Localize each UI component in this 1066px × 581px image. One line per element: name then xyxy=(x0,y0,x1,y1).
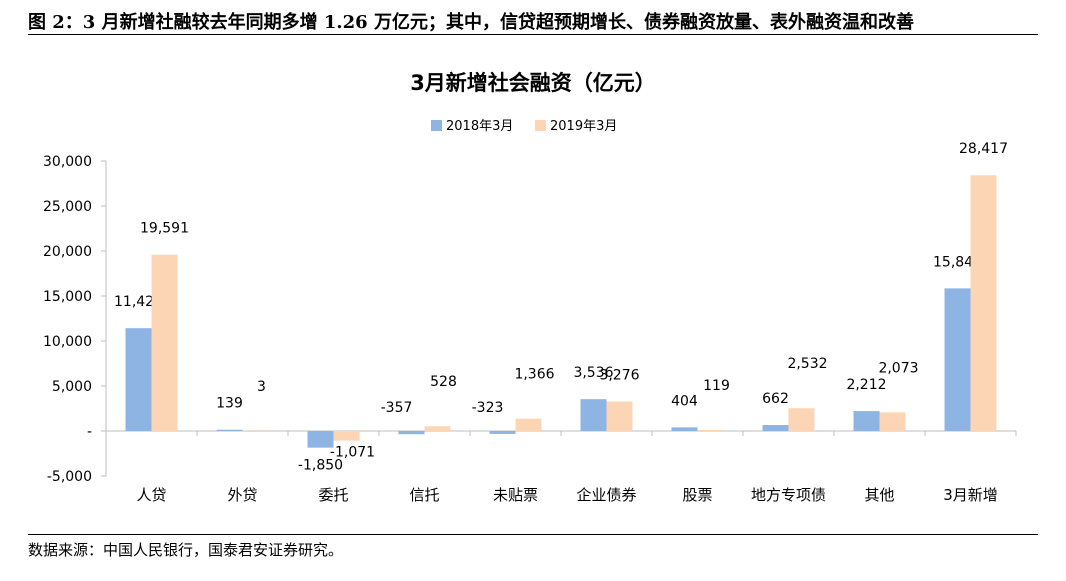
data-label-2019: 19,591 xyxy=(140,221,189,237)
bar-2019 xyxy=(424,426,451,431)
legend: 2018年3月 2019年3月 xyxy=(431,119,617,134)
bar-2018 xyxy=(489,431,516,434)
bar-2019 xyxy=(242,430,269,432)
plot-area: 30,000 25,000 20,000 15,000 10,000 5,000 - -5,0… xyxy=(43,141,1017,504)
data-label-2019: 2,532 xyxy=(787,356,827,372)
bar-2018 xyxy=(762,425,789,431)
x-tick-label: 股票 xyxy=(682,486,712,504)
bar-2018 xyxy=(125,328,152,431)
y-tick-label: 30,000 xyxy=(43,154,92,170)
legend-swatch-2019 xyxy=(535,120,546,131)
bar-2018 xyxy=(216,429,243,431)
x-tick-label: 其他 xyxy=(864,486,894,504)
x-tick-label: 企业债券 xyxy=(576,486,636,504)
data-label-2019: 1,366 xyxy=(514,367,554,383)
legend-swatch-2018 xyxy=(431,120,442,131)
data-label-2018: 11,425 xyxy=(114,294,163,310)
data-label-2019: 3,276 xyxy=(599,368,639,384)
y-tick-label: 5,000 xyxy=(52,379,92,395)
bar-2019 xyxy=(151,254,178,431)
bar-2019 xyxy=(970,175,997,431)
chart-title: 3月新增社会融资（亿元） xyxy=(410,71,656,95)
data-label-2018: 2,212 xyxy=(846,377,886,393)
bar-2018 xyxy=(398,431,425,435)
x-tick-label: 3月新增 xyxy=(943,486,998,504)
data-label-2018: -1,850 xyxy=(298,458,343,474)
data-label-2019: 3 xyxy=(257,379,266,395)
bar-2018 xyxy=(671,427,698,431)
bar-2019 xyxy=(333,431,360,441)
x-tick-label: 未贴票 xyxy=(493,486,538,504)
y-tick-label: 20,000 xyxy=(43,244,92,260)
bar-2019 xyxy=(697,429,724,431)
y-tick-label: -5,000 xyxy=(47,469,92,485)
x-tick-label: 地方专项债 xyxy=(751,486,826,504)
bar-2018 xyxy=(307,431,334,448)
data-label-2018: 662 xyxy=(762,391,789,407)
x-tick-label: 信托 xyxy=(409,486,439,504)
data-label-2019: 2,073 xyxy=(878,360,918,376)
figure-title: 图 2：3 月新增社融较去年同期多增 1.26 万亿元；其中，信贷超预期增长、债… xyxy=(28,12,914,33)
bar-2019 xyxy=(606,401,633,431)
legend-label-2018: 2018年3月 xyxy=(446,119,513,134)
legend-label-2019: 2019年3月 xyxy=(550,119,617,134)
y-tick-label: - xyxy=(87,424,92,440)
figure-header: 图 2：3 月新增社融较去年同期多增 1.26 万亿元；其中，信贷超预期增长、债… xyxy=(28,6,1038,35)
data-label-2019: -1,071 xyxy=(330,445,375,461)
figure-footer: 数据来源：中国人民银行，国泰君安证券研究。 xyxy=(28,534,1038,559)
bar-2019 xyxy=(788,408,815,431)
data-label-2018: 404 xyxy=(671,393,698,409)
data-label-2018: 3,536 xyxy=(573,365,613,381)
data-label-2018: 139 xyxy=(216,396,243,412)
y-tick-label: 10,000 xyxy=(43,334,92,350)
bar-2018 xyxy=(580,399,607,431)
data-label-2018: -323 xyxy=(472,400,504,416)
x-tick-label: 人贷 xyxy=(136,486,166,504)
data-label-2018: 15,848 xyxy=(933,254,982,270)
x-tick-label: 委托 xyxy=(318,486,348,504)
bar-2019 xyxy=(879,412,906,431)
y-tick-label: 25,000 xyxy=(43,199,92,215)
x-tick-label: 外贷 xyxy=(227,486,257,504)
data-label-2019: 28,417 xyxy=(959,141,1008,157)
bar-2018 xyxy=(944,288,971,431)
y-tick-label: 15,000 xyxy=(43,289,92,305)
bar-2019 xyxy=(515,418,542,431)
bar-2018 xyxy=(853,411,880,431)
source-note: 数据来源：中国人民银行，国泰君安证券研究。 xyxy=(28,541,344,559)
data-label-2018: -357 xyxy=(381,400,413,416)
data-label-2019: 119 xyxy=(703,378,730,394)
data-label-2019: 528 xyxy=(430,374,457,390)
